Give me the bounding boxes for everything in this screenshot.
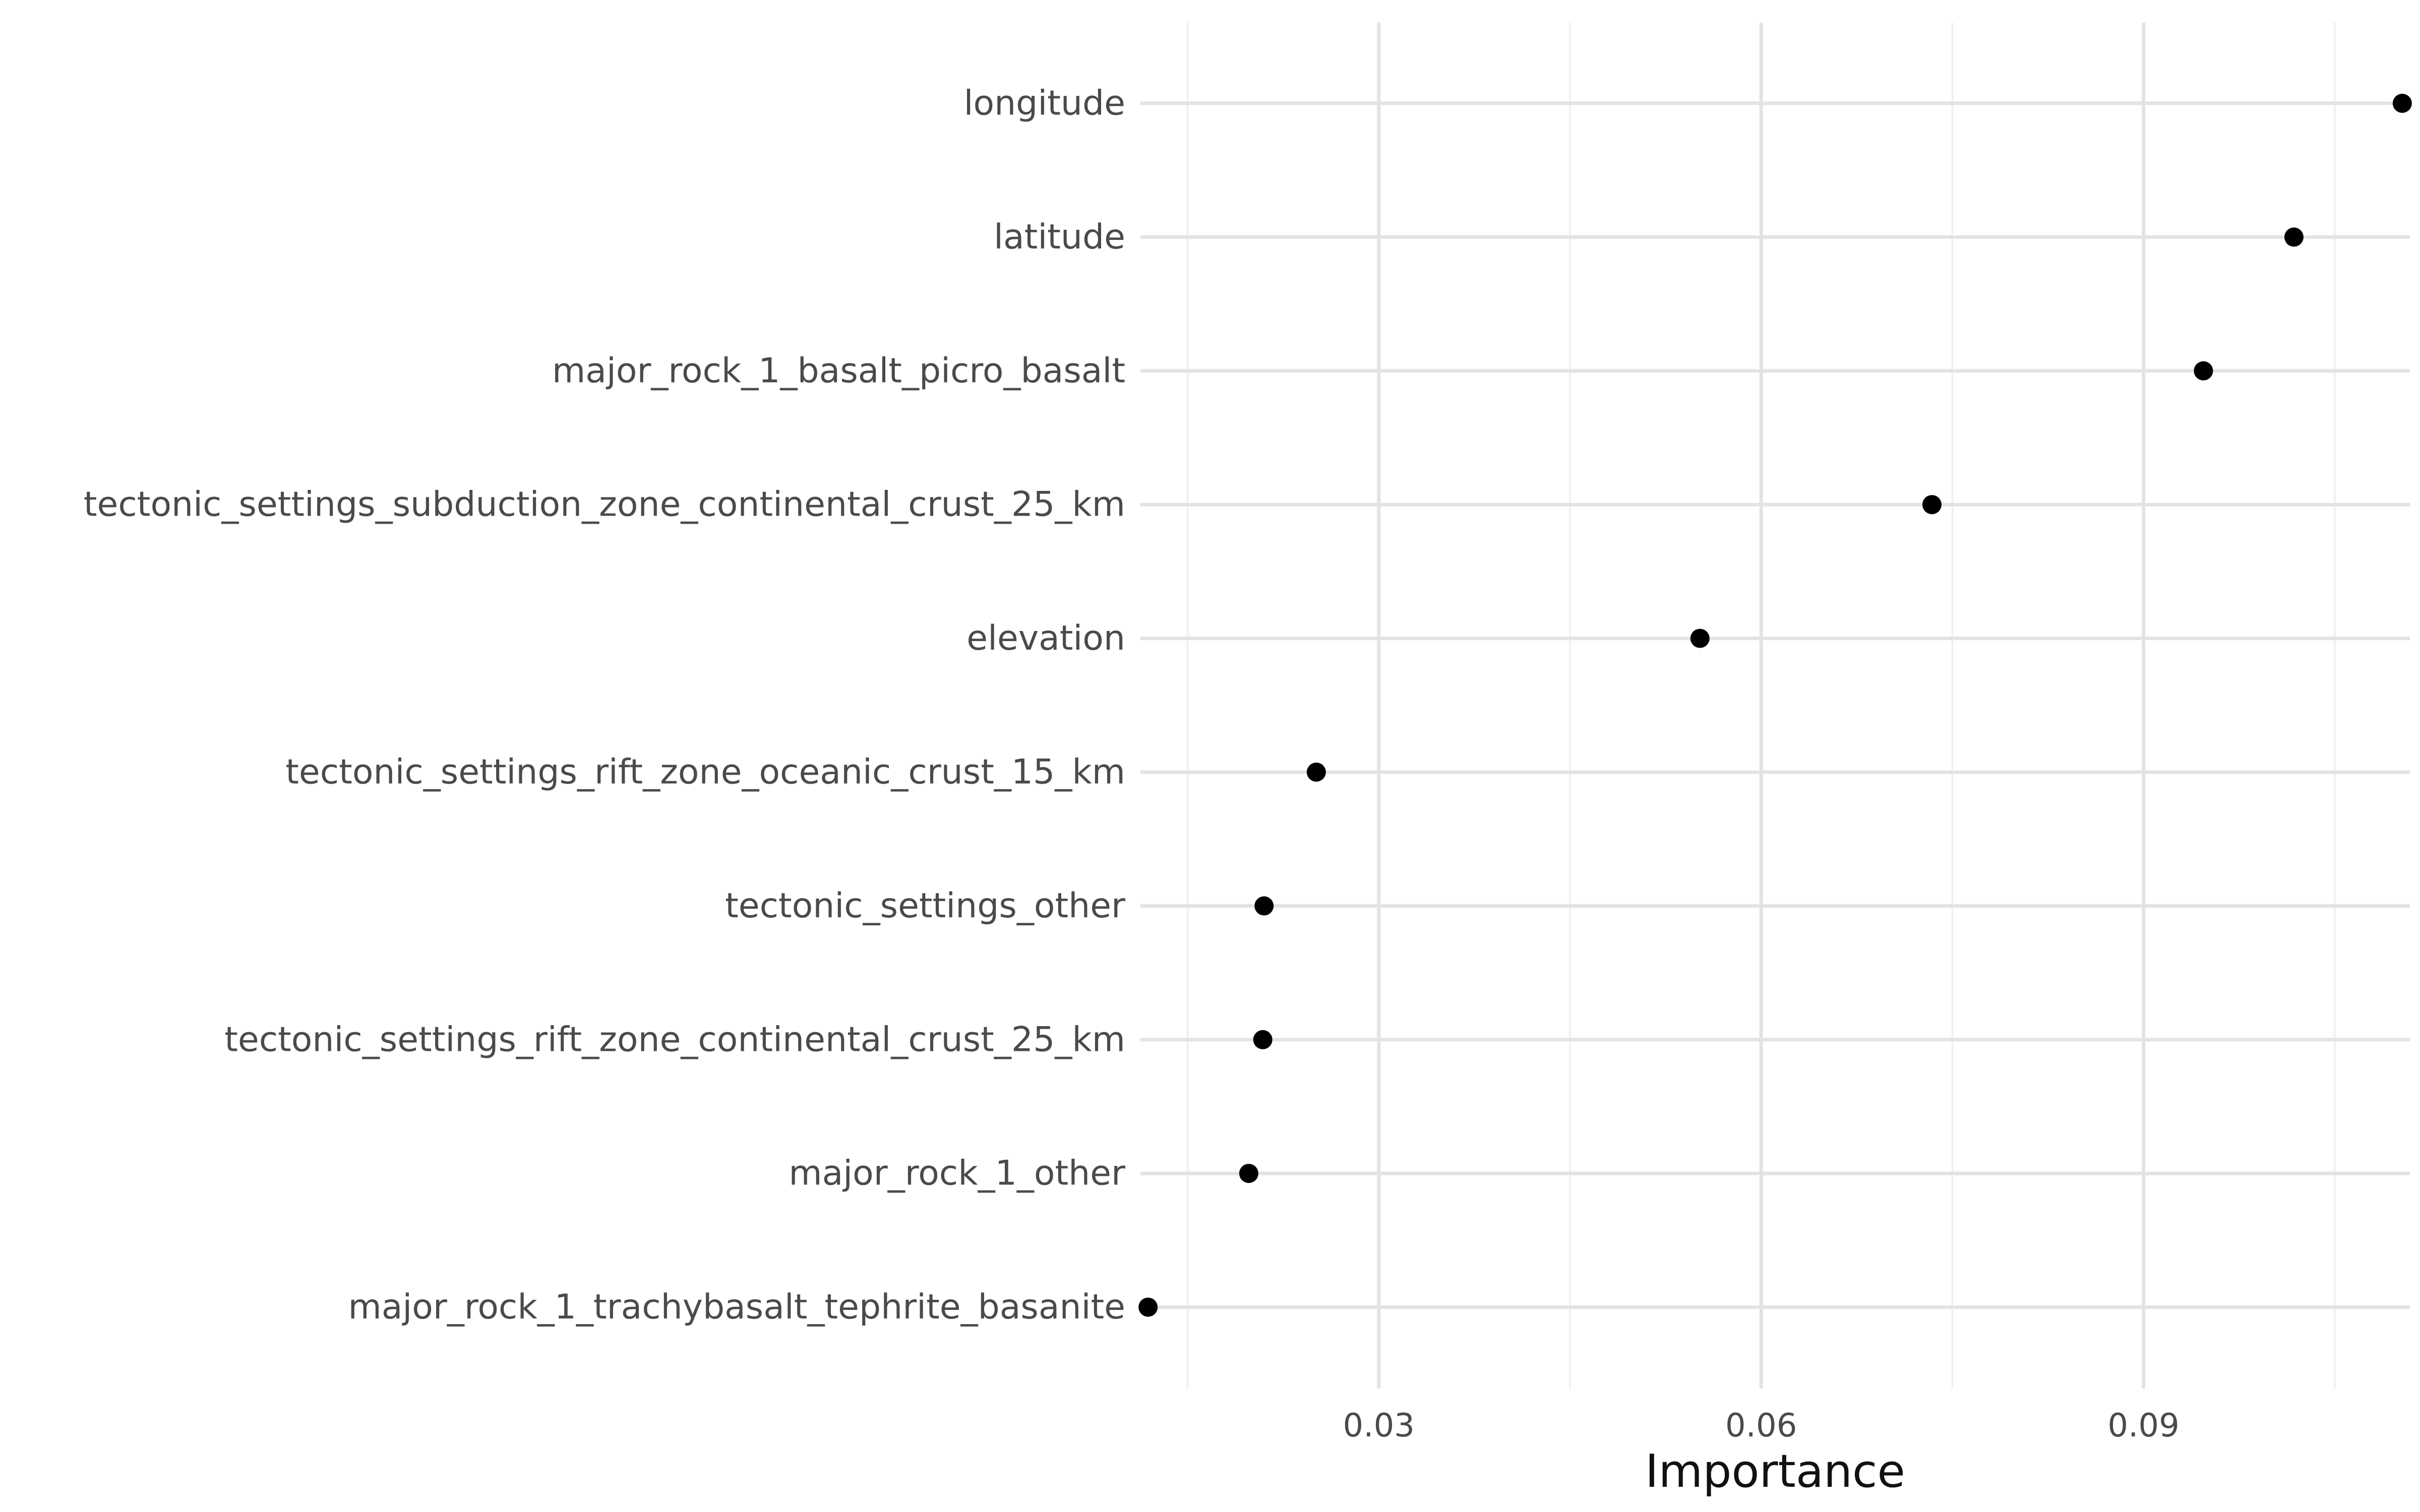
importance-point	[2194, 361, 2213, 381]
data-points	[1138, 94, 2412, 1317]
y-category-label: tectonic_settings_other	[725, 886, 1125, 926]
importance-point	[1254, 896, 1274, 916]
gridlines	[1140, 23, 2410, 1389]
importance-point	[1922, 495, 1942, 515]
importance-point	[1306, 763, 1326, 782]
y-category-label: longitude	[964, 84, 1125, 123]
y-axis-labels: longitude latitude major_rock_1_basalt_pic…	[84, 84, 1125, 1328]
y-category-label: tectonic_settings_rift_zone_continental_…	[224, 1020, 1125, 1059]
importance-point	[1690, 628, 1710, 648]
y-category-label: tectonic_settings_rift_zone_oceanic_crus…	[285, 752, 1125, 792]
importance-point	[1253, 1030, 1273, 1049]
y-category-label: major_rock_1_other	[789, 1154, 1125, 1193]
y-category-label: major_rock_1_trachybasalt_tephrite_basan…	[348, 1287, 1126, 1327]
x-tick-label: 0.06	[1725, 1407, 1797, 1444]
y-category-label: latitude	[994, 217, 1125, 257]
importance-point	[1239, 1164, 1258, 1183]
x-axis-ticks: 0.03 0.06 0.09	[1343, 1407, 2180, 1444]
y-category-label: major_rock_1_basalt_picro_basalt	[552, 351, 1125, 391]
importance-point	[2392, 94, 2412, 113]
y-category-label: elevation	[966, 618, 1125, 658]
y-category-label: tectonic_settings_subduction_zone_contin…	[84, 485, 1125, 525]
importance-point	[1138, 1297, 1158, 1317]
x-axis-title: Importance	[1645, 1445, 1905, 1498]
importance-point	[2284, 227, 2304, 247]
x-tick-label: 0.03	[1343, 1407, 1415, 1444]
x-tick-label: 0.09	[2107, 1407, 2180, 1444]
